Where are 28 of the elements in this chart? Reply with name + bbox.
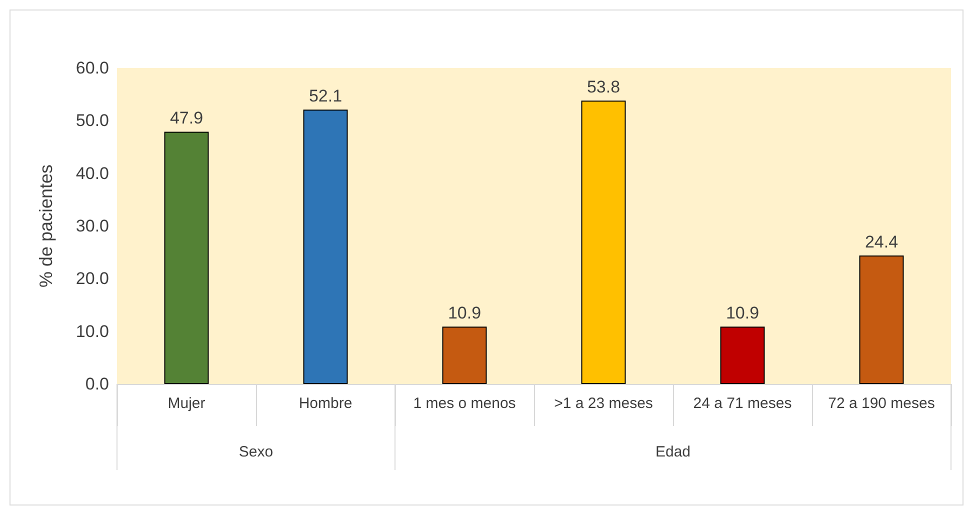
bar bbox=[859, 255, 904, 384]
x-tick-label: 72 a 190 meses bbox=[828, 395, 935, 412]
x-tick-label: >1 a 23 meses bbox=[554, 395, 653, 412]
data-label: 47.9 bbox=[170, 108, 204, 128]
data-label: 24.4 bbox=[864, 232, 898, 252]
data-label: 52.1 bbox=[308, 86, 342, 106]
y-tick-label: 50.0 bbox=[76, 111, 109, 130]
bar bbox=[303, 110, 348, 384]
y-tick-label: 30.0 bbox=[76, 216, 109, 236]
y-axis-title: % de pacientes bbox=[36, 164, 56, 288]
x-tick-label: 24 a 71 meses bbox=[693, 395, 792, 412]
y-tick-label: 0.0 bbox=[85, 374, 109, 394]
x-tick-label: Mujer bbox=[168, 395, 206, 412]
bar bbox=[442, 326, 487, 384]
x-tick-label: Hombre bbox=[298, 395, 352, 412]
text: Edad bbox=[655, 444, 691, 460]
bar bbox=[164, 132, 209, 384]
data-label: 10.9 bbox=[448, 304, 482, 323]
y-tick-label: 60.0 bbox=[76, 58, 109, 78]
y-tick-label: 20.0 bbox=[76, 269, 109, 288]
data-label: 10.9 bbox=[726, 304, 760, 323]
x-tick-label: 1 mes o menos bbox=[413, 395, 516, 412]
bar bbox=[581, 100, 626, 384]
bar bbox=[720, 326, 765, 384]
y-tick-label: 10.0 bbox=[76, 322, 109, 341]
y-tick-label: 40.0 bbox=[76, 164, 109, 183]
data-label: 53.8 bbox=[586, 78, 620, 97]
text: Sexo bbox=[238, 444, 274, 460]
